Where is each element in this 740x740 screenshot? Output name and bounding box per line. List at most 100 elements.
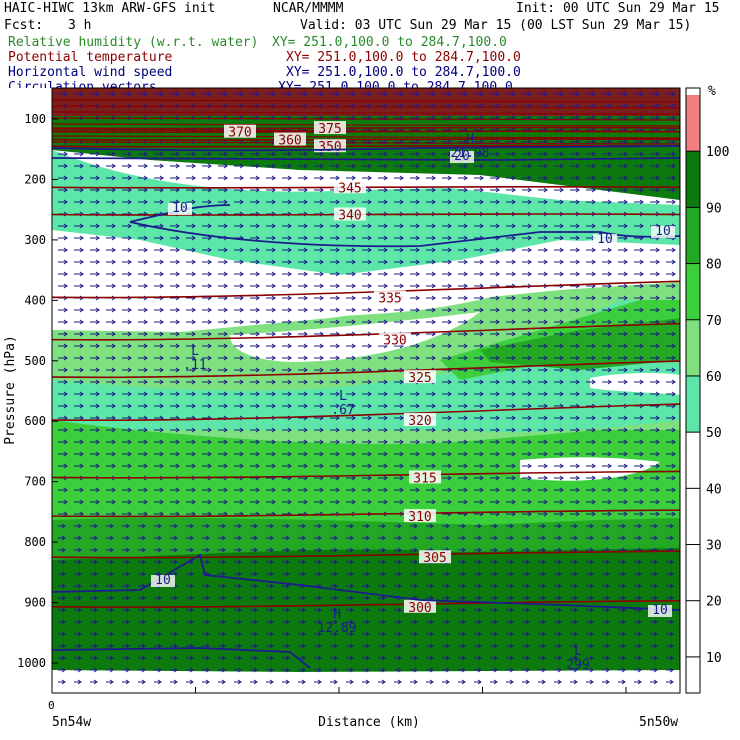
wind-vector-head (271, 223, 276, 229)
wind-vector-head (365, 667, 370, 673)
wind-vector-head (141, 667, 146, 673)
wind-vector-head (605, 667, 610, 673)
wind-vector-head (255, 427, 260, 433)
wind-vector-head (61, 631, 66, 637)
wind-vector-head (61, 547, 66, 553)
wind-vector-head (621, 619, 626, 625)
wind-vector-head (189, 679, 194, 685)
wind-vector-head (429, 667, 434, 673)
wind-vector-head (589, 583, 594, 589)
wind-vector-head (319, 367, 324, 373)
wind-vector-head (287, 295, 292, 301)
wind-vector-head (447, 319, 452, 325)
wind-vector-head (63, 487, 68, 493)
wind-vector-head (495, 223, 500, 229)
wind-vector-head (191, 487, 196, 493)
wind-vector-head (493, 535, 498, 541)
wind-vector-head (269, 679, 274, 685)
wind-vector-head (463, 235, 468, 241)
wind-vector-head (95, 403, 100, 409)
wind-vector-head (255, 163, 260, 169)
wind-vector-head (527, 451, 532, 457)
wind-vector-head (445, 679, 450, 685)
wind-vector-head (495, 391, 500, 397)
wind-vector-head (127, 235, 132, 241)
wind-vector-head (447, 307, 452, 313)
wind-vector-head (271, 487, 276, 493)
wind-vector-head (623, 247, 628, 253)
wind-vector-head (111, 367, 116, 373)
wind-vector-head (253, 667, 258, 673)
wind-vector-head (525, 523, 530, 529)
wind-vector-head (303, 403, 308, 409)
wind-vector-head (351, 91, 356, 97)
wind-vector-head (287, 187, 292, 193)
wind-vector-head (175, 259, 180, 265)
wind-vector-head (397, 631, 402, 637)
wind-vector-head (317, 643, 322, 649)
wind-vector-head (93, 535, 98, 541)
wind-vector-head (495, 199, 500, 205)
wind-vector-head (575, 151, 580, 157)
wind-vector-head (223, 163, 228, 169)
wind-label-4: 10 (652, 603, 668, 618)
wind-vector-head (79, 427, 84, 433)
wind-vector-head (317, 679, 322, 685)
wind-vector-head (559, 379, 564, 385)
wind-vector-head (191, 247, 196, 253)
wind-vector-head (493, 655, 498, 661)
theta-contour-upper (52, 117, 680, 121)
wind-vector-head (623, 499, 628, 505)
wind-vector-head (127, 199, 132, 205)
colorbar-band-70 (686, 263, 700, 320)
wind-vector-head (543, 343, 548, 349)
wind-vector-head (527, 91, 532, 97)
theta-label-335: 335 (378, 291, 401, 306)
wind-vector-head (367, 379, 372, 385)
colorbar-band-60 (686, 319, 700, 376)
wind-vector-head (349, 643, 354, 649)
wind-vector-head (333, 559, 338, 565)
wind-vector-head (333, 547, 338, 553)
wind-label-0: 10 (172, 201, 188, 216)
wind-vector-head (367, 151, 372, 157)
wind-vector-head (173, 607, 178, 613)
wind-vector-head (559, 223, 564, 229)
wind-vector-head (591, 223, 596, 229)
wind-vector-head (159, 187, 164, 193)
wind-vector-head (493, 583, 498, 589)
wind-vector-head (223, 247, 228, 253)
wind-vector-head (477, 547, 482, 553)
wind-vector-head (415, 499, 420, 505)
wind-vector-head (127, 187, 132, 193)
wind-vector-head (287, 427, 292, 433)
wind-vector-head (189, 667, 194, 673)
theta-label-bg (404, 413, 436, 427)
wind-vector-head (447, 91, 452, 97)
wind-vector-head (351, 319, 356, 325)
wind-vector-head (141, 535, 146, 541)
wind-vector-head (303, 463, 308, 469)
wind-vector-head (95, 91, 100, 97)
theta-label-300: 300 (408, 601, 431, 616)
wind-vector-head (383, 355, 388, 361)
wind-vector-head (205, 583, 210, 589)
wind-vector-head (655, 91, 660, 97)
wind-vector-head (575, 367, 580, 373)
wind-vector-head (575, 451, 580, 457)
wind-vector-head (463, 259, 468, 265)
wind-vector-head (109, 631, 114, 637)
wind-vector-head (429, 523, 434, 529)
wind-vector-head (653, 643, 658, 649)
wind-vector-head (477, 619, 482, 625)
wind-vector-head (413, 631, 418, 637)
wind-vector-head (223, 427, 228, 433)
wind-vector-head (621, 595, 626, 601)
wind-vector-head (543, 259, 548, 265)
wind-vector-head (493, 571, 498, 577)
wind-vector-head (461, 547, 466, 553)
wind-vector-head (239, 403, 244, 409)
wind-vector-head (541, 607, 546, 613)
wind-vector-head (397, 607, 402, 613)
wind-vector-head (173, 595, 178, 601)
